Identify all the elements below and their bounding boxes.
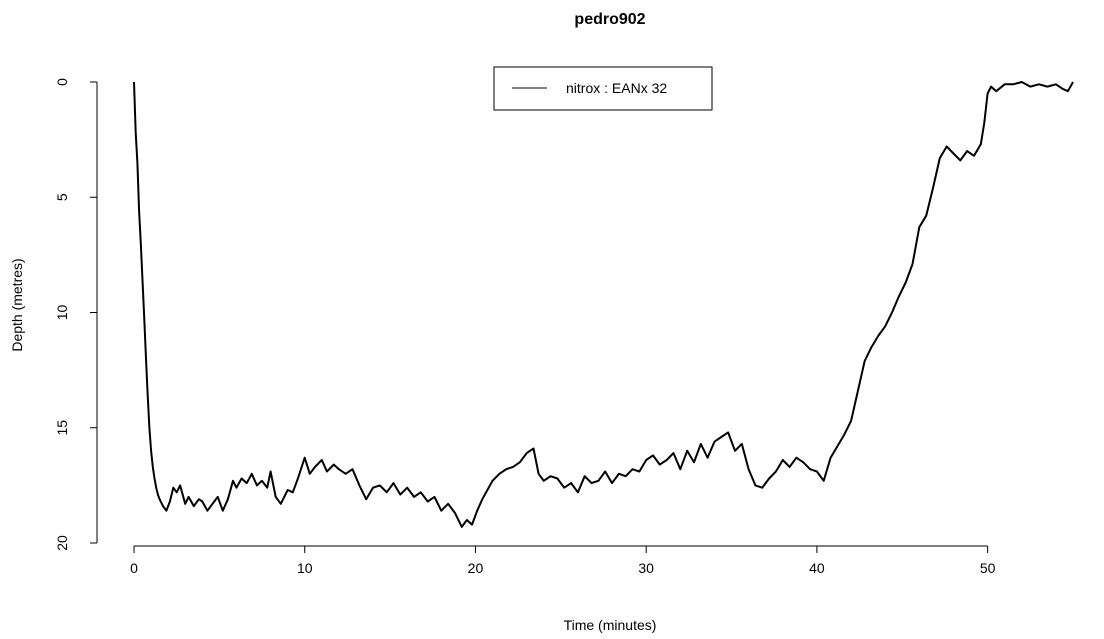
y-axis: 0 5 10 15 20	[54, 78, 98, 551]
y-axis-label: Depth (metres)	[9, 258, 25, 351]
x-tick-label: 50	[980, 560, 996, 576]
x-tick-label: 40	[809, 560, 825, 576]
y-tick-label: 10	[54, 305, 70, 321]
series-line-nitrox	[133, 81, 1074, 528]
legend: nitrox : EANx 32	[493, 66, 713, 111]
y-tick-label: 0	[54, 78, 70, 86]
x-tick-label: 20	[468, 560, 484, 576]
x-axis-label: Time (minutes)	[564, 617, 657, 633]
y-tick-label: 5	[54, 193, 70, 201]
x-tick-label: 0	[130, 560, 138, 576]
legend-entry-label: nitrox : EANx 32	[566, 80, 667, 96]
x-tick-label: 10	[297, 560, 313, 576]
y-tick-label: 15	[54, 420, 70, 436]
chart-title: pedro902	[574, 11, 645, 28]
x-axis: 0 10 20 30 40 50	[130, 545, 996, 576]
y-tick-label: 20	[54, 535, 70, 551]
x-tick-label: 30	[638, 560, 654, 576]
